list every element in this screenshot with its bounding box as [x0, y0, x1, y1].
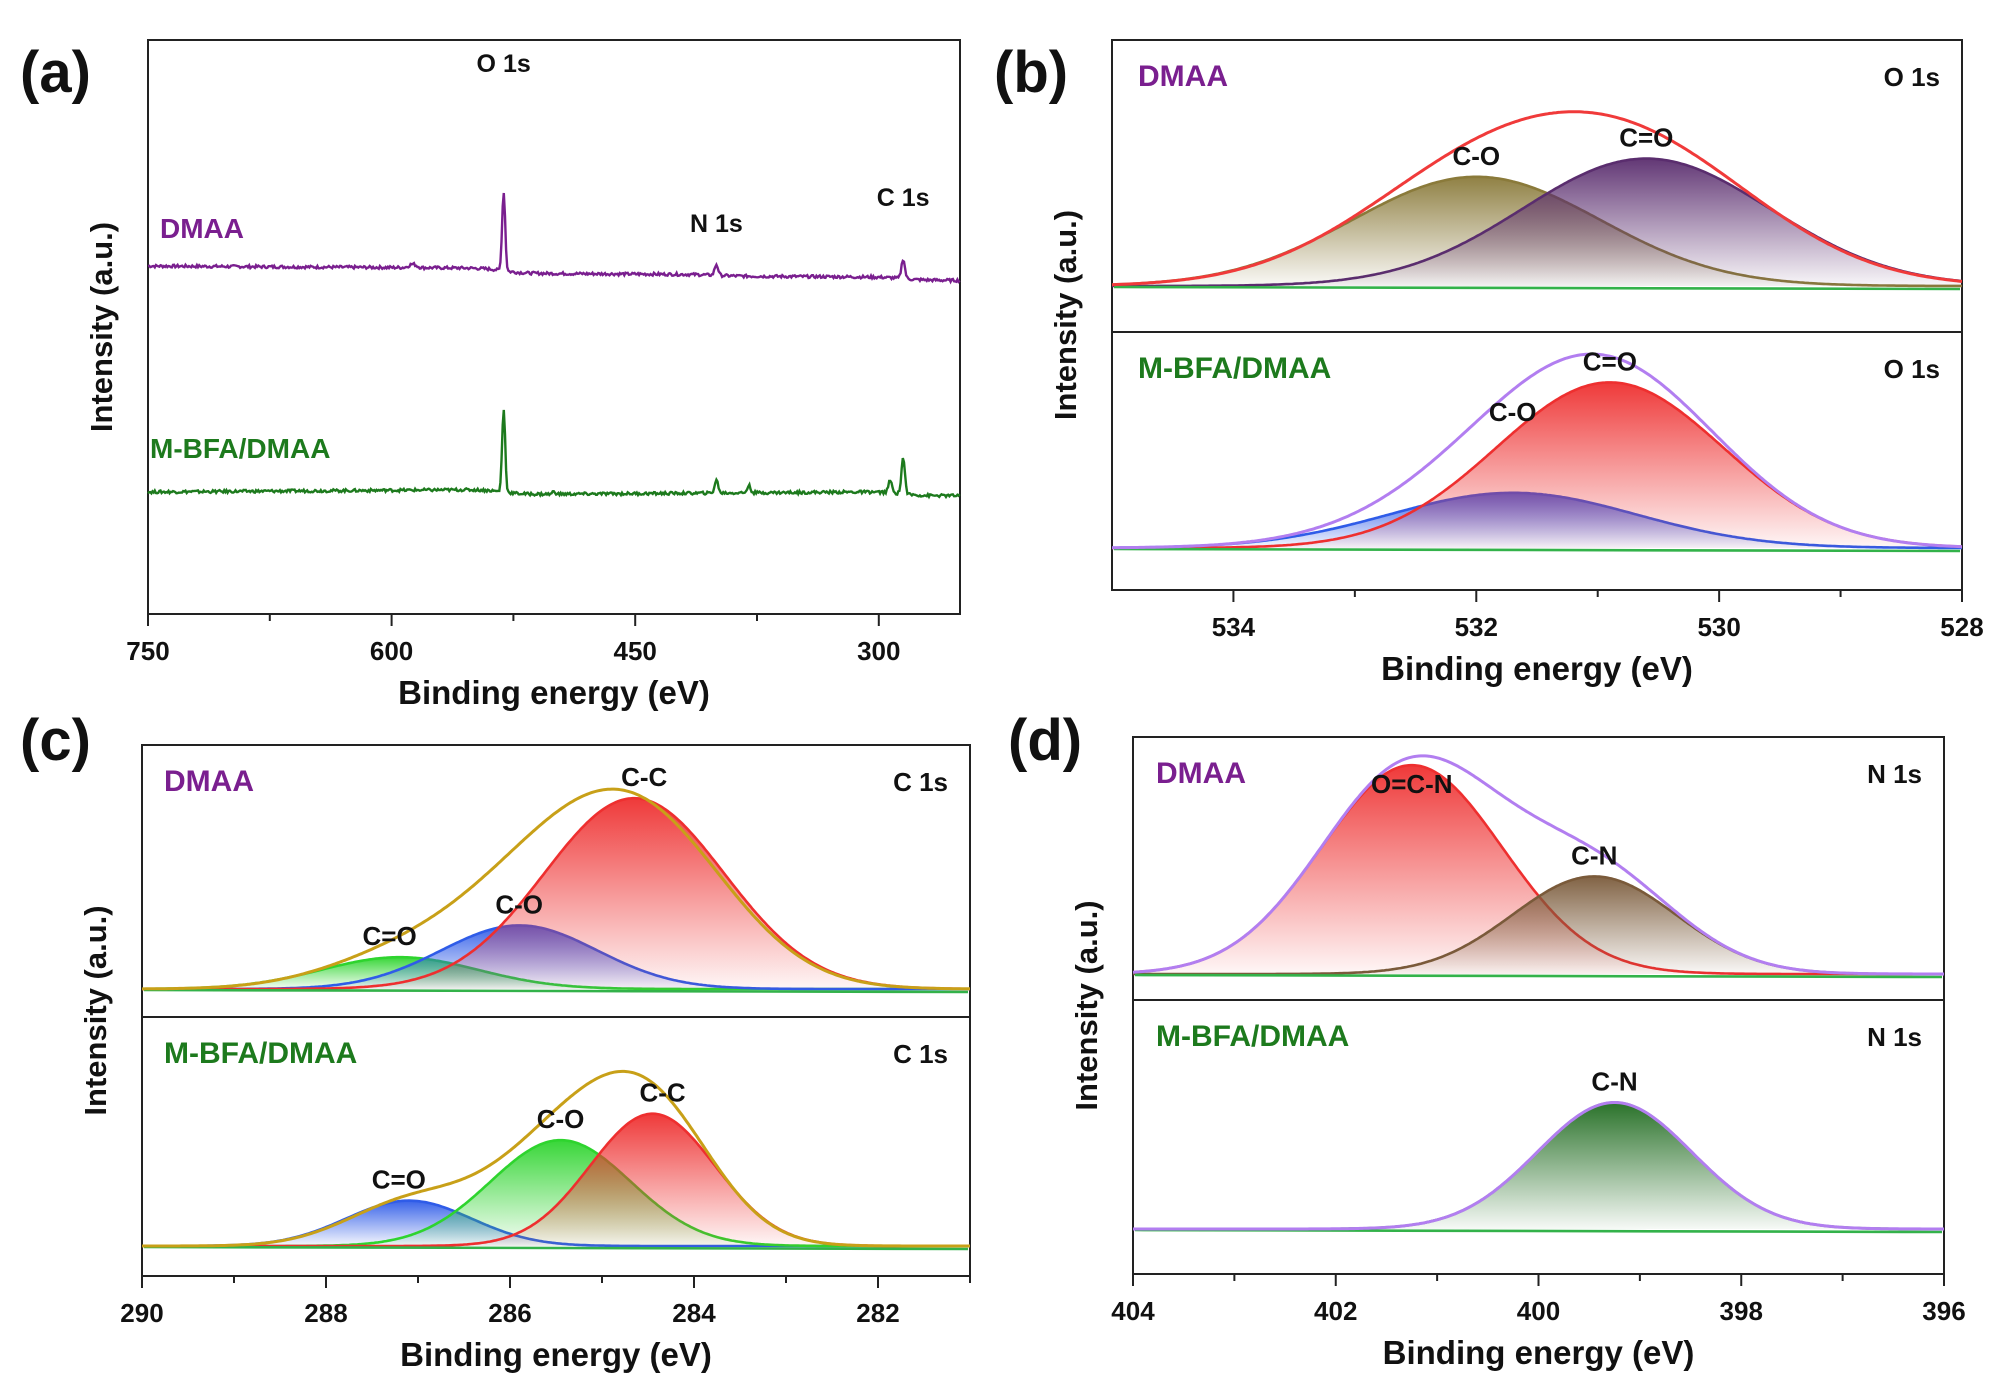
region-label: N 1s [1867, 759, 1922, 789]
sample-label: DMAA [1138, 60, 1228, 93]
component-label: O=C-N [1371, 769, 1453, 799]
series-label: M-BFA/DMAA [150, 433, 330, 464]
series-label: DMAA [160, 213, 244, 244]
component-label: C-C [639, 1078, 685, 1108]
peak-annotation: C 1s [877, 184, 930, 212]
sample-label: M-BFA/DMAA [1156, 1020, 1349, 1053]
subplot-dmaa: DMAA N 1s O=C-N C-N [1132, 754, 1944, 979]
sample-label: M-BFA/DMAA [164, 1037, 357, 1070]
component-fill-C-N [1133, 876, 1944, 974]
component-fill-C-C [142, 1113, 970, 1246]
series-line-dmaa [147, 192, 961, 285]
peak-annotation: N 1s [690, 210, 743, 238]
y-axis-label: Intensity (a.u.) [78, 905, 113, 1115]
component-fill-C=O [1112, 158, 1962, 286]
y-axis-label: Intensity (a.u.) [84, 222, 119, 432]
x-tick-label: 284 [672, 1298, 716, 1328]
sample-label: M-BFA/DMAA [1138, 352, 1331, 385]
x-tick-label: 402 [1314, 1296, 1357, 1326]
region-label: C 1s [893, 1039, 948, 1069]
component-label: C-O [537, 1104, 585, 1134]
panel-label-d: (d) [1008, 708, 1082, 773]
component-label: C=O [1583, 346, 1637, 376]
component-fill-O=C-N [1133, 765, 1944, 974]
component-label: C=O [1619, 123, 1673, 153]
x-tick-label: 530 [1697, 612, 1740, 642]
x-tick-label: 534 [1212, 612, 1256, 642]
subplot-dmaa: DMAA C 1s C=O C-O C-C [141, 762, 970, 994]
panel-c: 290 288 286 284 282 Binding energy (eV) Intens… [78, 744, 971, 1373]
x-tick-label: 528 [1940, 612, 1983, 642]
panel-label-b: (b) [994, 40, 1068, 105]
x-tick-label: 288 [304, 1298, 347, 1328]
panel-b: 534 532 530 528 Binding energy (eV) Intensity… [1048, 39, 1984, 687]
x-axis-label: Binding energy (eV) [1381, 650, 1693, 687]
x-tick-label: 532 [1455, 612, 1498, 642]
component-label: C=O [363, 921, 417, 951]
region-label: O 1s [1884, 62, 1940, 92]
x-axis-label: Binding energy (eV) [400, 1336, 712, 1373]
component-label: C-O [1489, 397, 1537, 427]
component-label: C=O [372, 1165, 426, 1195]
x-tick-label: 398 [1720, 1296, 1763, 1326]
x-tick-label: 286 [488, 1298, 531, 1328]
fit-baseline [143, 1245, 969, 1251]
subplot-mbfa-dmaa: M-BFA/DMAA O 1s C-O C=O [1112, 346, 1963, 553]
envelope-line [142, 787, 970, 991]
envelope-line [142, 1069, 970, 1248]
component-label: C-O [1452, 141, 1500, 171]
fit-baseline [143, 988, 969, 994]
y-axis-label: Intensity (a.u.) [1069, 900, 1104, 1110]
envelope-line [1132, 754, 1944, 976]
component-fill-C-O [142, 1140, 970, 1246]
x-axis-label: Binding energy (eV) [398, 674, 710, 711]
component-label: C-O [495, 889, 543, 919]
x-axis-label: Binding energy (eV) [1383, 1334, 1695, 1371]
plot-frame [147, 39, 961, 615]
x-tick-label: 750 [126, 636, 169, 666]
panel-label-c: (c) [20, 708, 91, 773]
envelope-line [1133, 1101, 1944, 1231]
x-tick-label: 400 [1517, 1296, 1560, 1326]
envelope-line [1111, 110, 1963, 287]
panel-label-a: (a) [20, 40, 91, 105]
component-fill-C-N [1133, 1102, 1944, 1229]
x-tick-label: 600 [370, 636, 413, 666]
component-fill-C=O [142, 1200, 970, 1246]
plot-frame [141, 744, 971, 1277]
component-label: C-N [1591, 1067, 1637, 1097]
region-label: C 1s [893, 767, 948, 797]
subplot-mbfa-dmaa: M-BFA/DMAA C 1s C=O C-O C-C [142, 1037, 970, 1251]
sample-label: DMAA [164, 765, 254, 798]
y-axis-label: Intensity (a.u.) [1048, 210, 1083, 420]
envelope-line [1112, 352, 1963, 550]
component-label: C-C [621, 762, 667, 792]
panel-d: 404 402 400 398 396 Binding energy (eV) Intens… [1069, 736, 1966, 1371]
x-tick-label: 290 [120, 1298, 163, 1328]
series-line-mbfa-dmaa [147, 409, 961, 500]
plot-frame [1111, 39, 1963, 591]
fit-baseline [1113, 285, 1961, 291]
region-label: O 1s [1884, 354, 1940, 384]
component-fill-C=O [142, 957, 970, 989]
x-tick-label: 396 [1922, 1296, 1965, 1326]
fit-baseline [1113, 547, 1961, 553]
sample-label: DMAA [1156, 757, 1246, 790]
peak-annotation: O 1s [477, 50, 531, 78]
region-label: N 1s [1867, 1022, 1922, 1052]
fit-baseline [1134, 973, 1943, 979]
subplot-mbfa-dmaa: M-BFA/DMAA N 1s C-N [1133, 1020, 1944, 1234]
x-tick-label: 282 [856, 1298, 899, 1328]
component-fill-C=O [1112, 382, 1962, 548]
x-tick-label: 450 [614, 636, 657, 666]
x-tick-label: 300 [857, 636, 900, 666]
x-tick-label: 404 [1111, 1296, 1155, 1326]
panel-a: 750 600 450 300 Binding energy (eV) Intensity… [84, 39, 961, 711]
component-label: C-N [1571, 840, 1617, 870]
subplot-dmaa: DMAA O 1s C-O C=O [1111, 60, 1963, 291]
component-fill-C-C [142, 798, 970, 989]
